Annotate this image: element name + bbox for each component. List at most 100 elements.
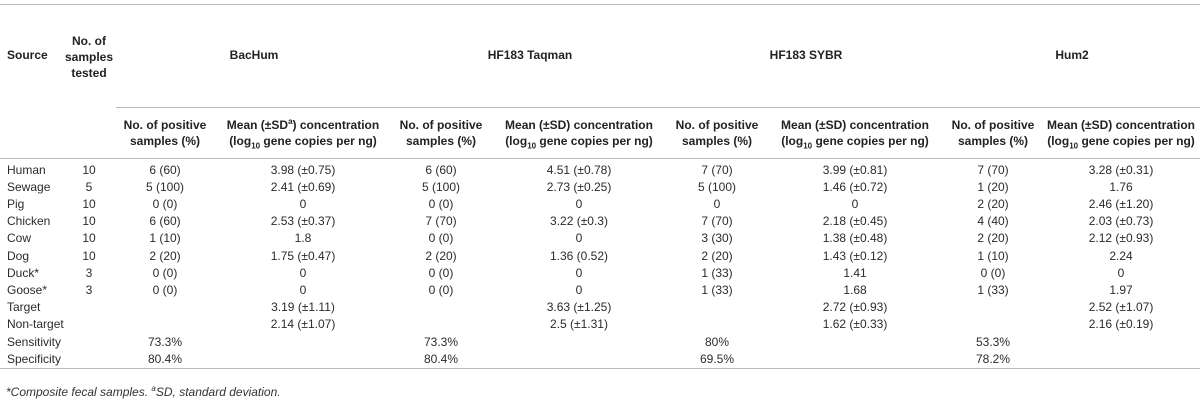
cell-positive bbox=[392, 299, 490, 316]
cell-positive bbox=[944, 299, 1042, 316]
cell-tested: 10 bbox=[82, 248, 96, 263]
subheader-unit-pre: (log bbox=[1047, 133, 1070, 148]
cell-mean: 2.72 (±0.93) bbox=[822, 300, 888, 315]
subheader-mean: Mean (±SDa) concentration (log10 gene co… bbox=[214, 106, 392, 159]
subheader-unit-post: gene copies per ng) bbox=[536, 133, 653, 148]
cell-mean: 4.51 (±0.78) bbox=[546, 162, 612, 177]
subheader-mean-sup: a bbox=[288, 116, 293, 126]
cell-mean: 2.12 (±0.93) bbox=[1088, 231, 1154, 246]
cell-positive: 7 (70) bbox=[977, 162, 1009, 177]
cell-positive: 0 (0) bbox=[428, 196, 454, 211]
cell-mean: 1.38 (±0.48) bbox=[822, 231, 888, 246]
cell-mean: 1.43 (±0.12) bbox=[822, 248, 888, 263]
subheader-positive-text: No. of positive samples (%) bbox=[675, 117, 759, 148]
cell-mean: 1.76 bbox=[1109, 179, 1133, 194]
cell-positive: 6 (60) bbox=[149, 214, 181, 229]
cell-mean bbox=[766, 334, 944, 351]
cell-positive: 4 (40) bbox=[977, 214, 1009, 229]
subheader-unit-sub: 10 bbox=[251, 140, 261, 150]
cell-positive: 7 (70) bbox=[701, 214, 733, 229]
header-group-hf183-taqman: HF183 Taqman bbox=[392, 4, 668, 107]
cell-positive: 1 (33) bbox=[701, 282, 733, 297]
cell-mean: 0 bbox=[575, 282, 583, 297]
subheader-unit-pre: (log bbox=[505, 133, 528, 148]
cell-positive: 1 (33) bbox=[977, 282, 1009, 297]
subheader-positive: No. of positive samples (%) bbox=[668, 106, 766, 159]
table-row: Cow 10 1 (10) 1.8 0 (0) 0 3 (30) 1.38 (±0.48) 2 … bbox=[0, 230, 1200, 247]
cell-source: Human bbox=[7, 162, 46, 177]
header-source: Source bbox=[0, 4, 62, 107]
cell-mean: 0 bbox=[575, 231, 583, 246]
cell-tested: 10 bbox=[82, 162, 96, 177]
cell-positive: 73.3% bbox=[423, 334, 459, 349]
subheader-mean: Mean (±SD) concentration (log10 gene cop… bbox=[766, 106, 945, 159]
table-row: Chicken 10 6 (60) 2.53 (±0.37) 7 (70) 3.22 (±… bbox=[0, 213, 1200, 230]
subheader-mean: Mean (±SD) concentration (log10 gene cop… bbox=[1042, 106, 1200, 159]
table-footnote: *Composite fecal samples. aSD, standard … bbox=[6, 384, 281, 400]
subheader-mean-after: ) concentration bbox=[292, 117, 380, 132]
footnote-sup: a bbox=[151, 384, 156, 393]
footnote-text-2: SD, standard deviation. bbox=[155, 385, 281, 399]
cell-positive: 5 (100) bbox=[421, 179, 461, 194]
cell-source: Non-target bbox=[7, 317, 64, 332]
cell-source: Duck* bbox=[7, 265, 40, 280]
cell-positive: 2 (20) bbox=[977, 231, 1009, 246]
cell-mean: 1.75 (±0.47) bbox=[270, 248, 336, 263]
cell-source: Cow bbox=[7, 231, 32, 246]
cell-positive: 78.2% bbox=[944, 350, 1043, 369]
subheader-positive: No. of positive samples (%) bbox=[944, 106, 1043, 159]
subheader-mean-text: Mean (±SD) concentration bbox=[505, 117, 653, 132]
subheader-positive-text: No. of positive samples (%) bbox=[399, 117, 483, 148]
cell-mean: 0 bbox=[575, 196, 583, 211]
cell-positive: 0 (0) bbox=[428, 265, 454, 280]
cell-mean: 3.28 (±0.31) bbox=[1088, 162, 1154, 177]
cell-positive: 1 (20) bbox=[977, 179, 1009, 194]
cell-mean bbox=[1042, 334, 1200, 351]
cell-positive: 1 (10) bbox=[977, 248, 1009, 263]
cell-tested: 10 bbox=[82, 196, 96, 211]
cell-positive: 2 (20) bbox=[425, 248, 457, 263]
cell-positive: 0 bbox=[713, 196, 721, 211]
cell-mean: 0 bbox=[575, 265, 583, 280]
subheader-mean: Mean (±SD) concentration (log10 gene cop… bbox=[490, 106, 668, 159]
subheader-unit-post: gene copies per ng) bbox=[812, 133, 929, 148]
cell-tested: 3 bbox=[85, 265, 93, 280]
cell-tested bbox=[62, 350, 116, 369]
cell-tested bbox=[62, 316, 116, 333]
cell-tested: 5 bbox=[85, 179, 93, 194]
cell-tested bbox=[62, 299, 116, 316]
cell-positive bbox=[116, 299, 214, 316]
header-tested-text: No. of samples tested bbox=[64, 34, 114, 80]
table-row: Dog 10 2 (20) 1.75 (±0.47) 2 (20) 1.36 (0.52)… bbox=[0, 248, 1200, 265]
cell-mean bbox=[214, 334, 392, 351]
cell-source: Sewage bbox=[7, 179, 51, 194]
cell-positive: 69.5% bbox=[668, 350, 766, 369]
subheader-unit-sub: 10 bbox=[803, 140, 813, 150]
cell-source: Specificity bbox=[0, 350, 62, 369]
cell-mean: 2.46 (±1.20) bbox=[1088, 196, 1154, 211]
subheader-positive: No. of positive samples (%) bbox=[392, 106, 490, 159]
cell-mean: 0 bbox=[299, 196, 307, 211]
table-row: Sewage 5 5 (100) 2.41 (±0.69) 5 (100) 2.73 (±… bbox=[0, 179, 1200, 196]
subheader-positive-text: No. of positive samples (%) bbox=[951, 117, 1035, 148]
cell-positive: 5 (100) bbox=[697, 179, 737, 194]
cell-positive: 1 (33) bbox=[701, 265, 733, 280]
cell-mean: 3.99 (±0.81) bbox=[822, 162, 888, 177]
cell-positive: 0 (0) bbox=[428, 231, 454, 246]
cell-mean: 2.16 (±0.19) bbox=[1088, 317, 1154, 332]
cell-positive: 80.4% bbox=[116, 350, 214, 369]
header-group-hum2: Hum2 bbox=[944, 4, 1200, 107]
cell-positive: 7 (70) bbox=[425, 214, 457, 229]
cell-positive: 80.4% bbox=[392, 350, 490, 369]
subheader-unit-sub: 10 bbox=[527, 140, 537, 150]
subheader-unit-post: gene copies per ng) bbox=[260, 133, 377, 148]
subheader-unit-pre: (log bbox=[781, 133, 804, 148]
cell-positive: 2 (20) bbox=[701, 248, 733, 263]
table-row: Target 3.19 (±1.11) 3.63 (±1.25) 2.72 (±0.9… bbox=[0, 299, 1200, 316]
cell-source: Pig bbox=[7, 196, 25, 211]
cell-positive: 73.3% bbox=[147, 334, 183, 349]
cell-positive: 6 (60) bbox=[149, 162, 181, 177]
cell-positive bbox=[944, 316, 1042, 333]
cell-mean: 1.46 (±0.72) bbox=[822, 179, 888, 194]
